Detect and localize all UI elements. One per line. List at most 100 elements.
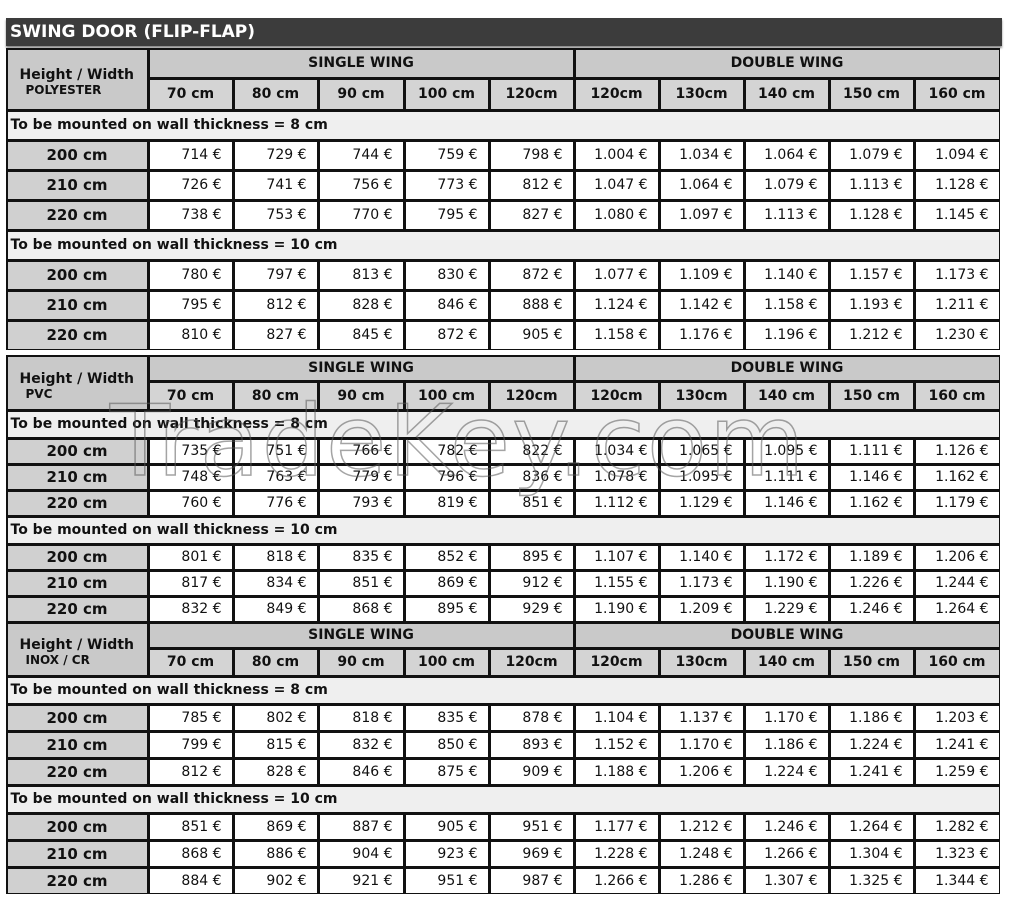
price-cell: 793 € [319,491,403,515]
price-cell: 886 € [234,841,317,866]
price-cell: 878 € [490,705,573,730]
width-header: 120cm [575,649,658,675]
price-cell: 779 € [319,465,403,489]
price-cell: 893 € [490,732,573,757]
price-cell: 884 € [149,868,232,893]
price-cell: 951 € [405,868,488,893]
price-cell: 1.304 € [830,841,913,866]
price-cell: 875 € [405,759,488,784]
width-header: 70 cm [149,649,232,675]
price-cell: 1.246 € [745,814,828,839]
corner-cell: Height / Width PVC [7,356,147,409]
price-cell: 738 € [149,201,232,229]
height-label: 210 cm [7,291,147,319]
height-label: 200 cm [7,439,147,463]
width-header: 80 cm [234,649,317,675]
price-cell: 780 € [149,261,232,289]
price-cell: 1.129 € [660,491,743,515]
height-label: 220 cm [7,868,147,893]
price-cell: 1.111 € [830,439,913,463]
price-cell: 797 € [234,261,317,289]
price-cell: 830 € [405,261,488,289]
price-cell: 1.170 € [745,705,828,730]
width-header: 90 cm [319,79,403,109]
corner-label: Height / Width [19,370,134,387]
price-cell: 1.209 € [660,597,743,621]
price-cell: 1.228 € [575,841,658,866]
price-cell: 1.203 € [915,705,999,730]
width-header: 90 cm [319,649,403,675]
price-cell: 1.307 € [745,868,828,893]
price-cell: 851 € [149,814,232,839]
width-header: 80 cm [234,382,317,409]
price-cell: 1.128 € [830,201,913,229]
price-cell: 812 € [234,291,317,319]
width-header: 150 cm [830,382,913,409]
price-cell: 851 € [319,571,403,595]
price-cell: 872 € [405,321,488,349]
price-cell: 726 € [149,171,232,199]
width-header: 120cm [490,649,573,675]
group-header: DOUBLE WING [575,356,999,380]
price-cell: 827 € [234,321,317,349]
height-label: 220 cm [7,201,147,229]
material-label: POLYESTER [25,83,102,97]
price-cell: 1.224 € [830,732,913,757]
price-cell: 1.112 € [575,491,658,515]
price-cell: 1.004 € [575,141,658,169]
price-cell: 1.079 € [830,141,913,169]
height-label: 210 cm [7,171,147,199]
price-cell: 909 € [490,759,573,784]
price-cell: 1.286 € [660,868,743,893]
price-cell: 1.078 € [575,465,658,489]
price-cell: 770 € [319,201,403,229]
price-cell: 951 € [490,814,573,839]
corner-cell: Height / Width POLYESTER [7,49,147,109]
height-label: 220 cm [7,491,147,515]
price-cell: 1.079 € [745,171,828,199]
price-cell: 1.104 € [575,705,658,730]
price-cell: 1.095 € [660,465,743,489]
price-cell: 751 € [234,439,317,463]
width-header: 140 cm [745,79,828,109]
price-cell: 1.158 € [745,291,828,319]
price-cell: 1.145 € [915,201,999,229]
price-cell: 888 € [490,291,573,319]
height-label: 200 cm [7,141,147,169]
price-cell: 1.264 € [830,814,913,839]
price-cell: 1.109 € [660,261,743,289]
price-cell: 1.080 € [575,201,658,229]
price-cell: 802 € [234,705,317,730]
price-cell: 969 € [490,841,573,866]
price-cell: 828 € [319,291,403,319]
price-cell: 1.266 € [575,868,658,893]
price-cell: 1.095 € [745,439,828,463]
block-label: To be mounted on wall thickness = 10 cm [7,786,999,812]
width-header: 120cm [575,79,658,109]
price-cell: 729 € [234,141,317,169]
price-cell: 785 € [149,705,232,730]
price-cell: 1.190 € [575,597,658,621]
group-header: DOUBLE WING [575,49,999,77]
price-cell: 1.140 € [745,261,828,289]
price-cell: 852 € [405,545,488,569]
price-cell: 887 € [319,814,403,839]
price-cell: 795 € [405,201,488,229]
width-header: 120cm [490,382,573,409]
price-cell: 1.196 € [745,321,828,349]
price-cell: 1.146 € [745,491,828,515]
width-header: 130cm [660,382,743,409]
price-cell: 1.229 € [745,597,828,621]
width-header: 160 cm [915,649,999,675]
price-cell: 850 € [405,732,488,757]
price-cell: 1.173 € [915,261,999,289]
price-cell: 773 € [405,171,488,199]
width-header: 90 cm [319,382,403,409]
height-label: 210 cm [7,465,147,489]
price-cell: 796 € [405,465,488,489]
price-cell: 1.325 € [830,868,913,893]
price-cell: 1.186 € [745,732,828,757]
price-cell: 1.157 € [830,261,913,289]
price-cell: 1.170 € [660,732,743,757]
price-cell: 1.034 € [660,141,743,169]
